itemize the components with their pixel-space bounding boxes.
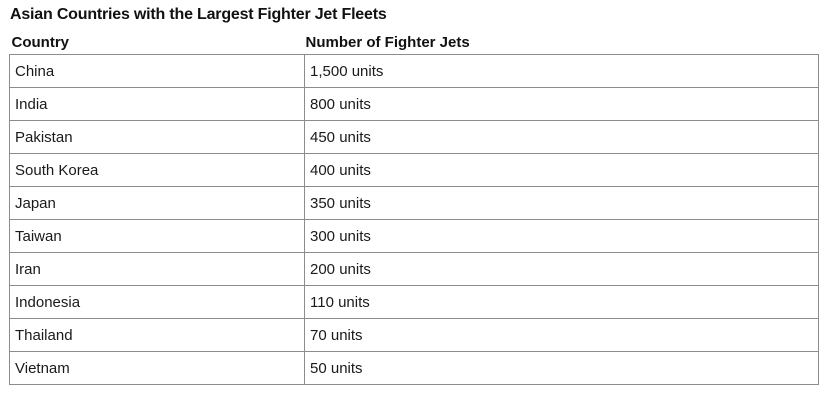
page-title: Asian Countries with the Largest Fighter… [10, 6, 387, 23]
country-cell: Pakistan [9, 120, 305, 154]
jets-cell: 350 units [304, 186, 819, 220]
table-row: Vietnam 50 units [9, 351, 819, 385]
jets-cell: 400 units [304, 153, 819, 187]
jets-cell: 300 units [304, 219, 819, 253]
table-row: India 800 units [9, 87, 819, 121]
column-header-country: Country [11, 33, 70, 51]
table-row: Japan 350 units [9, 186, 819, 220]
country-cell: India [9, 87, 305, 121]
jets-cell: 70 units [304, 318, 819, 352]
jets-cell: 450 units [304, 120, 819, 154]
country-cell: Vietnam [9, 351, 305, 385]
country-cell: Indonesia [9, 285, 305, 319]
column-header-jets: Number of Fighter Jets [305, 33, 470, 51]
table-row: Thailand 70 units [9, 318, 819, 352]
jets-cell: 50 units [304, 351, 819, 385]
table-row: Pakistan 450 units [9, 120, 819, 154]
jets-cell: 110 units [304, 285, 819, 319]
country-cell: Japan [9, 186, 305, 220]
jets-cell: 800 units [304, 87, 819, 121]
table-header-row: Country Number of Fighter Jets [10, 30, 819, 55]
table-row: Taiwan 300 units [9, 219, 819, 253]
table-row: South Korea 400 units [9, 153, 819, 187]
country-cell: Taiwan [9, 219, 305, 253]
country-cell: China [9, 54, 305, 88]
table-row: China 1,500 units [9, 54, 819, 88]
country-cell: South Korea [9, 153, 305, 187]
table-row: Indonesia 110 units [9, 285, 819, 319]
table-row: Iran 200 units [9, 252, 819, 286]
jets-cell: 200 units [304, 252, 819, 286]
fighter-jet-table: Country Number of Fighter Jets China 1,5… [9, 30, 819, 385]
country-cell: Thailand [9, 318, 305, 352]
country-cell: Iran [9, 252, 305, 286]
jets-cell: 1,500 units [304, 54, 819, 88]
